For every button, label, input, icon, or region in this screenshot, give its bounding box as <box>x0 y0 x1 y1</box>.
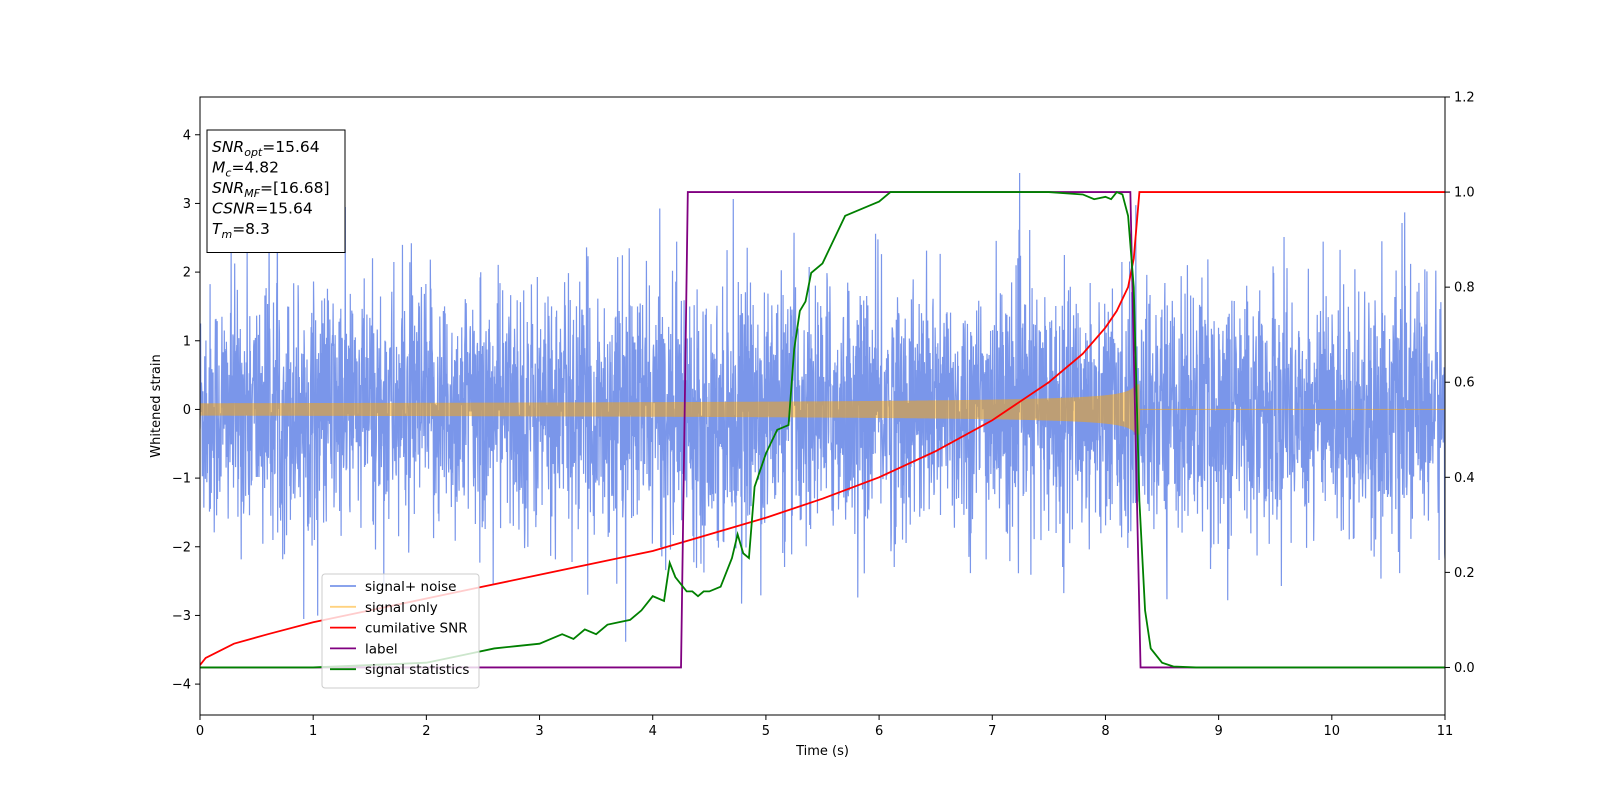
legend: signal+ noise signal only cumilative SNR la… <box>321 573 480 689</box>
axes: 0 1 2 3 4 5 6 7 8 9 10 11 −4 −3 −2 −1 0 1 2 3 4 0.0 0.2 0.4 0.6 0… <box>172 91 1475 740</box>
y-right-tick-label: 0.4 <box>1454 471 1475 486</box>
series-signal-noise-line <box>200 173 1445 642</box>
x-axis-label: Time (s) <box>795 744 849 759</box>
metrics-annotation-box: SNRopt=15.64Mc=4.82SNRMF=[16.68]CSNR=15.… <box>206 129 346 253</box>
y-left-tick-label: −2 <box>172 540 191 555</box>
y-axis-label: Whitened strain <box>149 354 164 457</box>
x-tick-label: 2 <box>422 724 430 739</box>
plot-area <box>200 173 1445 669</box>
x-tick-label: 1 <box>309 724 317 739</box>
y-left-tick-label: −3 <box>172 609 191 624</box>
annotation-line: Mc=4.82 <box>212 159 279 180</box>
y-right-tick-label: 0.6 <box>1454 376 1475 391</box>
x-tick-label: 0 <box>196 724 204 739</box>
y-right-tick-label: 0.8 <box>1454 281 1475 296</box>
x-tick-label: 7 <box>988 724 996 739</box>
x-tick-label: 11 <box>1437 724 1454 739</box>
x-tick-label: 4 <box>649 724 657 739</box>
x-tick-label: 8 <box>1101 724 1109 739</box>
series-signal-statistics-line <box>200 190 1445 669</box>
y-left-tick-label: 1 <box>183 334 191 349</box>
series-signal-only-line <box>200 384 1445 435</box>
legend-label: signal statistics <box>365 662 469 678</box>
series-cumilative-snr-line <box>200 191 1445 666</box>
y-left-tick-label: −4 <box>172 678 191 693</box>
series-group <box>200 173 1445 669</box>
legend-label: cumilative SNR <box>365 621 468 637</box>
x-tick-label: 3 <box>535 724 543 739</box>
y-right-tick-label: 0.0 <box>1454 661 1475 676</box>
y-right-tick-label: 1.2 <box>1454 91 1475 106</box>
x-tick-label: 5 <box>762 724 770 739</box>
annotation-line: Tm=8.3 <box>212 220 270 241</box>
legend-label: label <box>365 641 398 657</box>
y-left-tick-label: 0 <box>183 403 191 418</box>
x-tick-label: 10 <box>1324 724 1341 739</box>
legend-frame <box>321 573 480 689</box>
annotation-line: SNRMF=[16.68] <box>212 179 330 200</box>
x-tick-label: 6 <box>875 724 883 739</box>
annotation-line: SNRopt=15.64 <box>212 138 320 159</box>
annotation-line: CSNR=15.64 <box>212 200 313 218</box>
annotation-frame <box>206 129 346 253</box>
y-left-tick-label: 4 <box>183 128 191 143</box>
x-tick-label: 9 <box>1214 724 1222 739</box>
y-right-tick-label: 1.0 <box>1454 186 1475 201</box>
y-left-tick-label: 2 <box>183 266 191 281</box>
y-left-tick-label: −1 <box>172 472 191 487</box>
y-right-tick-label: 0.2 <box>1454 566 1475 581</box>
legend-label: signal only <box>365 600 438 616</box>
y-left-tick-label: 3 <box>183 197 191 212</box>
axes-frame <box>199 96 1446 716</box>
legend-label: signal+ noise <box>365 579 456 595</box>
